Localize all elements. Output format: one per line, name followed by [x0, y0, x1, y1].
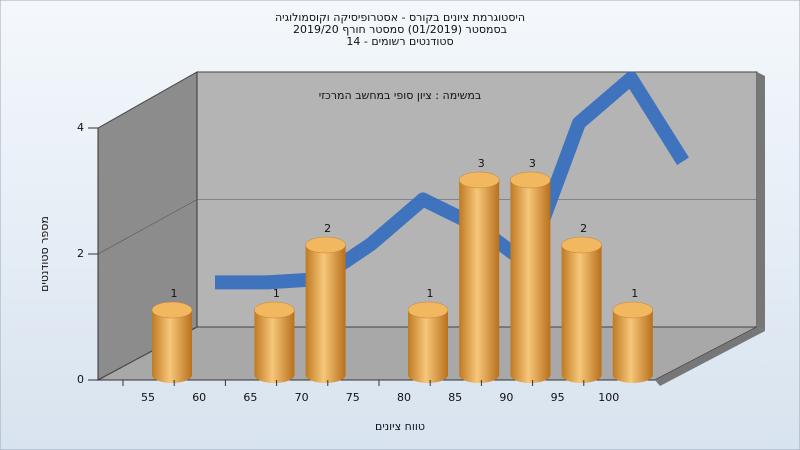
bar-top	[561, 236, 602, 254]
bar	[305, 245, 346, 383]
y-tick-label: 2	[77, 247, 84, 260]
bar-top	[305, 236, 346, 254]
bar	[459, 180, 500, 383]
x-tick-label: 90	[499, 391, 513, 404]
floor-edge	[655, 327, 765, 386]
x-axis-label: טווח ציונים	[375, 420, 425, 433]
y-tick-label: 4	[77, 121, 84, 134]
value-label: 2	[580, 222, 587, 235]
value-label: 1	[631, 287, 638, 300]
x-tick-label: 70	[295, 391, 309, 404]
fit-curve	[215, 71, 689, 290]
value-label: 1	[171, 287, 178, 300]
x-tick-label: 55	[141, 391, 155, 404]
bar	[510, 180, 551, 383]
y-tick-label: 0	[77, 373, 84, 386]
value-label: 3	[529, 157, 536, 170]
x-tick-label: 100	[598, 391, 619, 404]
bar-top	[151, 301, 193, 319]
wall-edge	[757, 72, 765, 331]
chart-title: סטודנטים רשומים - 14	[346, 35, 453, 48]
bar-top	[612, 301, 654, 319]
bar	[152, 310, 192, 383]
chart-title: היסטוגרמת ציונים בקורס - אסטרופיסיקה וקו…	[275, 11, 525, 24]
value-label: 2	[324, 222, 331, 235]
bar	[408, 310, 448, 383]
x-tick-label: 85	[448, 391, 462, 404]
bar-top	[407, 301, 449, 319]
bar-top	[458, 171, 500, 189]
value-label: 1	[427, 287, 434, 300]
bar-top	[254, 301, 295, 319]
x-tick-label: 80	[397, 391, 411, 404]
value-label: 3	[478, 157, 485, 170]
grid-line	[97, 199, 757, 255]
value-label: 1	[273, 287, 280, 300]
bar	[254, 310, 295, 383]
x-tick-label: 65	[243, 391, 257, 404]
annotation: במשימה : ציון סופי במחשב המרכזי	[319, 89, 482, 102]
bar-top	[510, 171, 551, 189]
x-tick-label: 95	[551, 391, 565, 404]
y-axis-label: מספר סטודנטים	[38, 216, 51, 292]
bar	[561, 245, 602, 383]
x-tick-label: 60	[192, 391, 206, 404]
x-tick-label: 75	[346, 391, 360, 404]
chart-title: בסמסטר (01/2019) סמסטר חורף 2019/20	[293, 23, 507, 36]
bar	[612, 310, 653, 383]
grid-line	[97, 71, 757, 129]
